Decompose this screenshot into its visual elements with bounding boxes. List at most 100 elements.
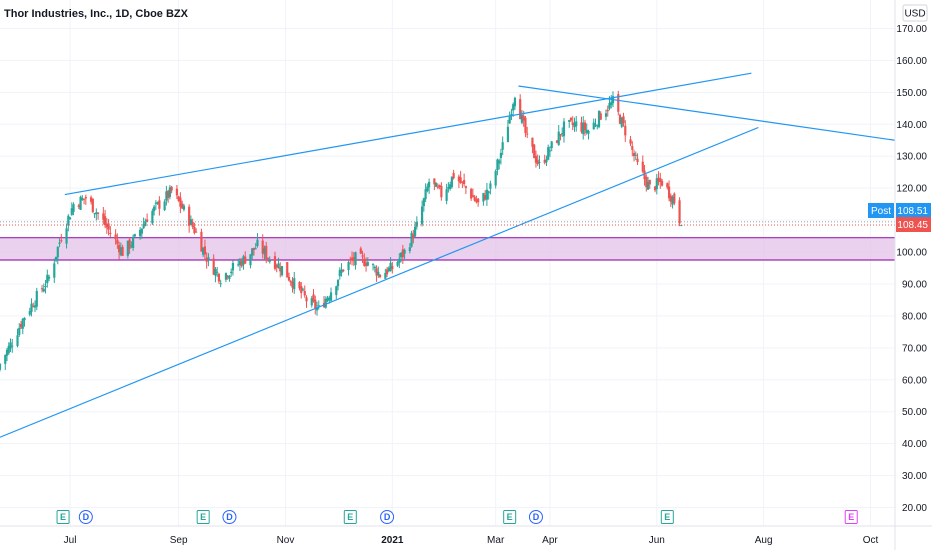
candle-body (158, 200, 161, 209)
candle-body (667, 186, 671, 199)
candle-body (501, 142, 504, 150)
time-axis[interactable]: Jul Sep Nov 2021 Mar Apr Jun Aug Oct (64, 535, 879, 546)
event-marker-label: E (664, 512, 670, 522)
candle-body (263, 248, 266, 255)
candle-body (520, 114, 524, 123)
earnings-marker[interactable] (343, 510, 357, 524)
candle-body (387, 267, 390, 272)
earnings-marker[interactable] (660, 510, 674, 524)
candle-body (33, 305, 37, 308)
candle-body (401, 249, 404, 258)
candle-body (445, 189, 448, 201)
candle-body (139, 229, 142, 237)
support-zone-fill (0, 237, 895, 261)
earnings-marker[interactable] (844, 510, 858, 524)
candle-body (119, 247, 122, 256)
candle-body (477, 198, 480, 203)
candle-body (587, 130, 590, 134)
candle-body (224, 273, 228, 280)
candle-body (618, 114, 622, 124)
candle-body (547, 147, 550, 160)
candle-body (398, 258, 401, 263)
y-tick-label: 90.00 (902, 279, 927, 290)
candle-body (68, 217, 72, 220)
price-tags: Post 108.51 108.45 (868, 203, 931, 232)
earnings-marker[interactable] (503, 510, 517, 524)
trendlines[interactable] (0, 72, 896, 438)
candle-body (526, 133, 529, 135)
trendline-1[interactable] (64, 72, 752, 196)
y-tick-label: 80.00 (902, 311, 927, 322)
candle-body (459, 177, 462, 183)
post-value-tag (896, 203, 931, 218)
candle-body (671, 197, 674, 205)
trendline-3[interactable] (0, 126, 759, 438)
candle-body (350, 257, 354, 261)
candle-body (217, 273, 221, 282)
currency-label[interactable]: USD (902, 4, 928, 22)
candle-body (438, 185, 441, 187)
candle-body (597, 110, 601, 128)
candle-body (105, 223, 108, 228)
candle-body (494, 170, 497, 186)
candle-body (53, 263, 56, 278)
candle-body (568, 119, 571, 122)
candle-body (238, 261, 242, 265)
y-tick-label: 120.00 (896, 184, 927, 195)
y-tick-label: 150.00 (896, 88, 927, 99)
y-tick-label: 170.00 (896, 24, 927, 35)
candle-body (95, 212, 98, 215)
candle-body (244, 256, 247, 264)
candle-body (275, 265, 278, 268)
candle-body (310, 298, 313, 306)
candle-body (364, 263, 368, 267)
candle-body (604, 113, 608, 117)
candle-body (484, 194, 487, 200)
candle-body (415, 221, 418, 227)
candle-body (289, 280, 292, 283)
event-marker-label: D (533, 512, 540, 522)
candle-body (19, 324, 23, 328)
price-axis[interactable]: 20.00 30.00 40.00 50.00 60.00 70.00 80.00 90.00… (896, 24, 927, 514)
candle-body (524, 117, 527, 133)
dividend-marker[interactable] (78, 510, 93, 524)
candle-body (226, 275, 229, 278)
event-marker-label: D (83, 512, 90, 522)
candle-body (126, 240, 129, 256)
candle-body (252, 247, 256, 251)
earnings-marker[interactable] (56, 510, 70, 524)
candle-body (117, 244, 121, 253)
candle-body (67, 215, 70, 226)
candle-body (16, 335, 19, 347)
candle-body (280, 266, 284, 276)
candle-body (557, 131, 560, 145)
candle-body (573, 123, 576, 128)
candle-body (212, 258, 215, 275)
candle-body (231, 263, 235, 271)
dividend-marker[interactable] (222, 510, 237, 524)
candle-body (340, 269, 343, 273)
candle-body (273, 256, 277, 269)
candle-body (4, 354, 7, 364)
earnings-marker[interactable] (196, 510, 210, 524)
y-tick-label: 70.00 (902, 343, 927, 354)
trendline-2[interactable] (518, 85, 896, 141)
candle-body (205, 258, 208, 262)
dividend-marker[interactable] (380, 510, 395, 524)
candle-body (513, 97, 517, 107)
candle-body (181, 203, 184, 209)
candle-body (482, 193, 485, 202)
dividend-marker[interactable] (528, 510, 543, 524)
candle-body (156, 202, 159, 204)
candle-body (154, 202, 157, 204)
candle-body (413, 226, 417, 237)
candle-body (214, 269, 217, 276)
candle-body (463, 180, 466, 185)
candle-body (107, 223, 110, 230)
candle-body (421, 206, 424, 225)
candle-body (585, 129, 588, 134)
candle-body (0, 363, 2, 370)
candle-body (329, 292, 333, 301)
